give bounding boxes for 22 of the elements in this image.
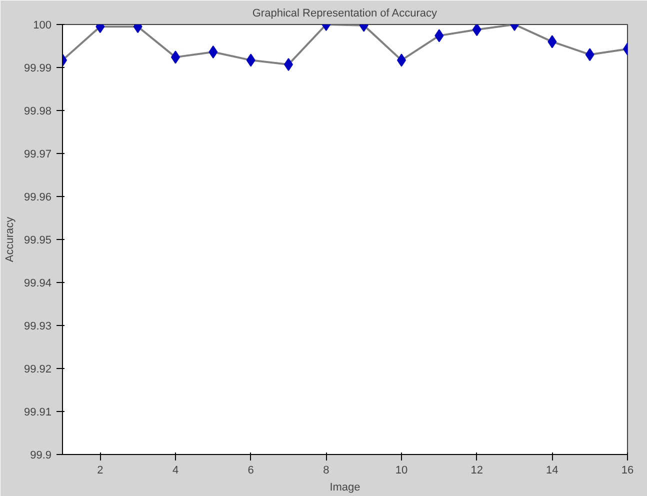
x-tick-label: 12 [470,464,483,476]
x-tick-label: 4 [172,464,179,476]
y-tick-label: 99.97 [24,148,52,160]
y-tick-label: 99.91 [24,406,52,418]
x-tick-label: 6 [248,464,254,476]
x-tick-label: 8 [323,464,330,476]
chart-title: Graphical Representation of Accuracy [252,8,438,20]
y-tick-label: 99.9 [30,450,52,462]
x-tick-label: 2 [97,464,104,476]
y-tick-label: 99.96 [24,192,52,204]
x-tick-label: 14 [546,464,558,476]
y-tick-label: 99.95 [24,234,52,246]
y-tick-label: 99.94 [24,278,52,290]
y-tick-label: 99.92 [24,364,52,376]
y-axis-title: Accuracy [4,216,16,262]
x-axis-title: Image [330,482,360,494]
y-tick-label: 99.99 [24,62,52,74]
y-tick-label: 99.93 [24,320,52,332]
x-tick-label: 16 [621,464,634,476]
y-tick-label: 100 [33,20,52,32]
y-tick-label: 99.98 [24,106,52,118]
x-tick-label: 10 [395,464,408,476]
